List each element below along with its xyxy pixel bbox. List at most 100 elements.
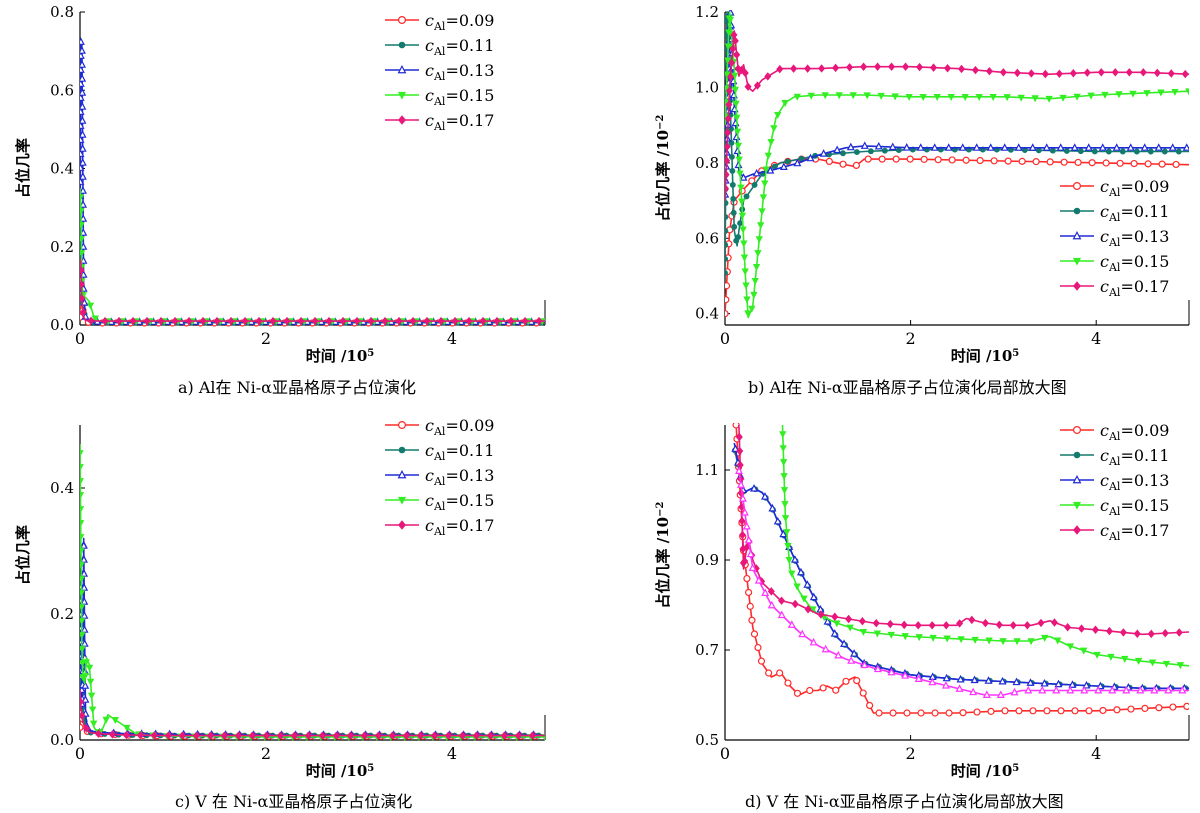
series-marker-b-2 bbox=[1119, 148, 1126, 155]
series-marker-b-5 bbox=[999, 68, 1007, 77]
series-marker-d-1 bbox=[784, 679, 792, 687]
series-marker-d-1 bbox=[945, 709, 953, 717]
series-marker-c-4 bbox=[82, 659, 90, 667]
series-marker-d-4 bbox=[779, 445, 787, 453]
series-marker-b-4 bbox=[740, 254, 749, 262]
series-marker-d-6 bbox=[1052, 685, 1061, 694]
series-marker-b-4 bbox=[947, 94, 955, 101]
series-marker-b-1 bbox=[948, 156, 956, 164]
series-marker-b-4 bbox=[821, 92, 829, 100]
series-marker-b-4 bbox=[759, 194, 768, 202]
series-marker-d-1 bbox=[757, 657, 766, 665]
series-marker-d-1 bbox=[776, 669, 784, 677]
series-marker-a-3 bbox=[80, 102, 87, 110]
series-marker-a-5 bbox=[171, 316, 179, 326]
series-marker-c-4 bbox=[111, 717, 119, 724]
series-marker-a-5 bbox=[493, 316, 501, 326]
series-marker-b-5 bbox=[725, 170, 730, 179]
series-marker-c-4 bbox=[90, 720, 98, 728]
series-marker-c-4 bbox=[80, 618, 86, 626]
series-marker-b-1 bbox=[725, 310, 729, 318]
y-tick-label-c: 0.2 bbox=[50, 605, 74, 623]
series-marker-d-1 bbox=[859, 689, 867, 697]
series-marker-b-4 bbox=[743, 296, 751, 304]
series-marker-b-5 bbox=[729, 44, 737, 54]
legend-label: cAl=0.17 bbox=[1100, 521, 1169, 543]
series-marker-a-3 bbox=[80, 121, 85, 129]
legend-label: cAl=0.13 bbox=[425, 61, 494, 83]
series-marker-a-3 bbox=[80, 79, 85, 87]
series-marker-b-5 bbox=[725, 86, 733, 95]
series-marker-d-4 bbox=[1093, 651, 1101, 659]
series-marker-d-5 bbox=[900, 620, 908, 630]
series-marker-b-5 bbox=[1041, 69, 1049, 79]
series-marker-b-5 bbox=[902, 62, 910, 71]
series-marker-a-3 bbox=[80, 130, 87, 138]
series-marker-a-3 bbox=[80, 116, 87, 124]
series-marker-c-4 bbox=[80, 562, 85, 570]
series-marker-d-5 bbox=[1175, 628, 1183, 637]
legend-item-b-1: cAl=0.09 bbox=[1060, 177, 1169, 199]
series-marker-b-3 bbox=[819, 149, 828, 157]
series-marker-b-3 bbox=[833, 145, 842, 154]
series-marker-b-4 bbox=[1157, 89, 1165, 97]
series-marker-c-5 bbox=[402, 731, 410, 740]
series-marker-d-6 bbox=[860, 660, 869, 669]
series-marker-a-5 bbox=[115, 316, 123, 326]
series-marker-b-2 bbox=[1161, 148, 1168, 155]
series-marker-b-1 bbox=[1102, 159, 1110, 167]
series-marker-b-1 bbox=[990, 157, 998, 165]
series-marker-b-5 bbox=[790, 64, 798, 73]
series-marker-d-5 bbox=[968, 615, 976, 625]
series-marker-d-6 bbox=[809, 637, 818, 646]
legend-item-d-5: cAl=0.17 bbox=[1060, 521, 1169, 543]
series-marker-b-1 bbox=[934, 156, 942, 164]
series-marker-b-2 bbox=[751, 181, 758, 188]
series-marker-d-4 bbox=[783, 529, 791, 537]
series-marker-d-5 bbox=[767, 587, 775, 596]
y-tick-label-c: 0.0 bbox=[50, 731, 74, 749]
y-tick-label-b: 0.4 bbox=[695, 305, 719, 323]
y-tick-label-b: 1.2 bbox=[695, 3, 719, 21]
series-marker-d-5 bbox=[736, 460, 744, 470]
legend-label: cAl=0.09 bbox=[425, 11, 494, 33]
series-marker-b-4 bbox=[739, 226, 747, 234]
series-marker-d-4 bbox=[901, 633, 909, 641]
legend-item-c-4: cAl=0.15 bbox=[385, 491, 494, 513]
series-marker-b-3 bbox=[752, 168, 761, 177]
series-marker-a-5 bbox=[129, 316, 137, 326]
legend-item-b-2: cAl=0.11 bbox=[1060, 202, 1169, 224]
series-marker-d-3 bbox=[1040, 678, 1049, 687]
series-marker-c-4 bbox=[80, 576, 85, 584]
series-marker-b-3 bbox=[888, 142, 897, 151]
series-marker-b-5 bbox=[1139, 68, 1147, 77]
series-line-c-2 bbox=[80, 663, 545, 737]
series-marker-d-3 bbox=[768, 503, 777, 512]
legend-item-a-1: cAl=0.09 bbox=[385, 11, 494, 33]
series-marker-b-5 bbox=[1013, 68, 1021, 78]
series-marker-d-1 bbox=[744, 588, 753, 597]
series-marker-a-5 bbox=[339, 316, 347, 326]
series-marker-d-1 bbox=[1183, 702, 1189, 710]
series-marker-d-5 bbox=[1064, 623, 1072, 632]
series-marker-b-5 bbox=[957, 64, 966, 74]
series-marker-b-2 bbox=[729, 167, 736, 174]
series-marker-d-4 bbox=[971, 636, 979, 644]
series-marker-b-4 bbox=[975, 94, 983, 101]
series-marker-b-4 bbox=[748, 305, 756, 313]
series-marker-c-4 bbox=[80, 506, 85, 514]
series-marker-d-3 bbox=[790, 555, 799, 563]
series-marker-d-3 bbox=[1026, 678, 1035, 686]
series-marker-b-4 bbox=[735, 156, 743, 164]
x-tick-label-c: 2 bbox=[261, 744, 271, 763]
series-marker-d-5 bbox=[1161, 628, 1169, 638]
series-marker-b-5 bbox=[1055, 69, 1063, 79]
series-marker-b-3 bbox=[793, 158, 802, 167]
series-marker-a-5 bbox=[255, 316, 263, 326]
series-marker-b-1 bbox=[725, 296, 730, 304]
series-marker-c-5 bbox=[122, 730, 130, 740]
series-marker-c-5 bbox=[108, 730, 116, 739]
series-marker-b-4 bbox=[751, 277, 759, 285]
series-marker-b-4 bbox=[742, 282, 750, 290]
series-marker-b-3 bbox=[1014, 143, 1023, 151]
